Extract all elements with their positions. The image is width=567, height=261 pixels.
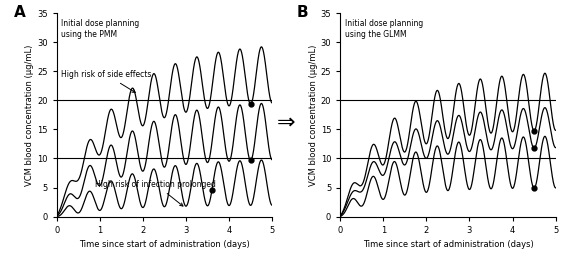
Text: B: B: [297, 5, 309, 20]
X-axis label: Time since start of administration (days): Time since start of administration (days…: [362, 240, 534, 249]
Text: Initial dose planning
using the PMM: Initial dose planning using the PMM: [61, 19, 139, 39]
Text: ⇒: ⇒: [277, 113, 295, 133]
Y-axis label: VCM blood concentration (μg/mL): VCM blood concentration (μg/mL): [26, 44, 34, 186]
Text: High risk of side effects: High risk of side effects: [61, 70, 151, 92]
Text: A: A: [14, 5, 26, 20]
X-axis label: Time since start of administration (days): Time since start of administration (days…: [79, 240, 250, 249]
Text: Initial dose planning
using the GLMM: Initial dose planning using the GLMM: [345, 19, 423, 39]
Y-axis label: VCM blood concentration (μg/mL): VCM blood concentration (μg/mL): [309, 44, 318, 186]
Text: High risk of infection prolonged: High risk of infection prolonged: [95, 180, 217, 206]
